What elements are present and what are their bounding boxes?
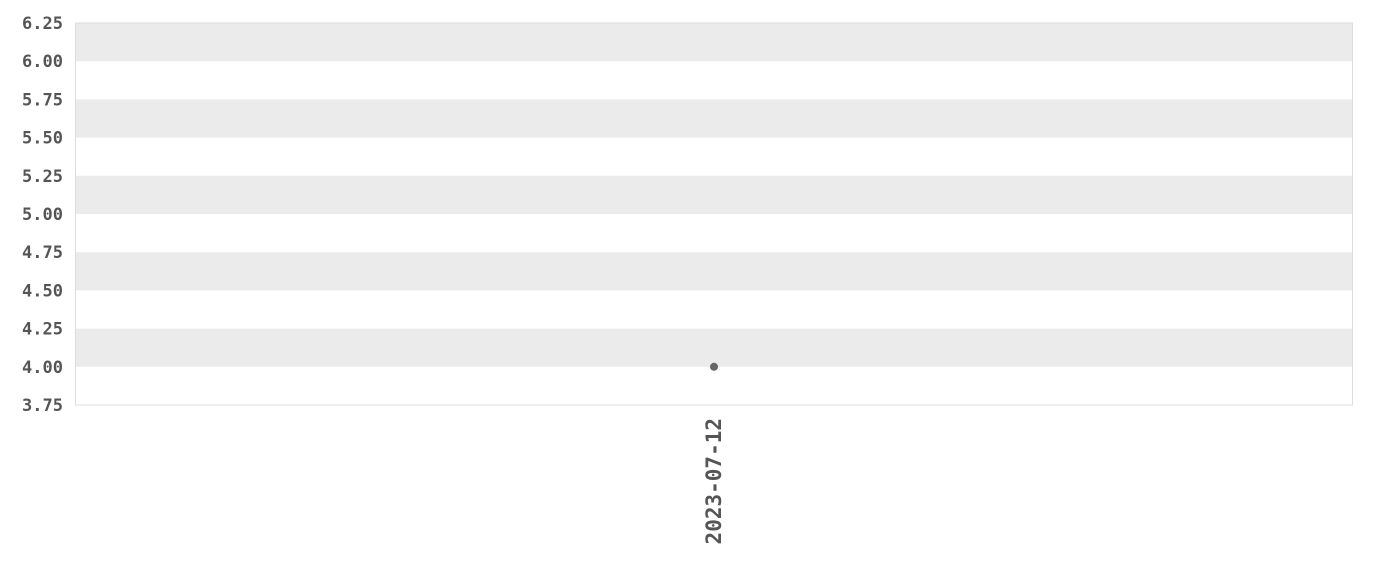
y-tick-label: 6.25 bbox=[22, 14, 63, 34]
x-tick-label: 2023-07-12 bbox=[702, 418, 726, 544]
plot-area bbox=[75, 22, 1353, 406]
grid-band bbox=[75, 99, 1353, 138]
grid-band bbox=[75, 252, 1353, 291]
x-axis: 2023-07-12 bbox=[702, 418, 726, 544]
data-points bbox=[710, 362, 718, 371]
y-axis: 3.75 4.00 4.25 4.50 4.75 5.00 5.25 5.50 5.75 6.00… bbox=[22, 14, 63, 416]
y-tick-label: 6.00 bbox=[22, 52, 63, 72]
y-tick-label: 5.75 bbox=[22, 90, 63, 110]
y-tick-label: 3.75 bbox=[22, 396, 63, 416]
grid-bands bbox=[75, 23, 1353, 367]
y-tick-label: 5.50 bbox=[22, 129, 63, 149]
y-tick-label: 4.25 bbox=[22, 320, 63, 340]
y-tick-label: 5.25 bbox=[22, 167, 63, 187]
y-tick-label: 4.75 bbox=[22, 243, 63, 263]
grid-band bbox=[75, 23, 1353, 62]
y-tick-label: 4.50 bbox=[22, 281, 63, 301]
y-tick-label: 4.00 bbox=[22, 358, 63, 378]
y-tick-label: 5.00 bbox=[22, 205, 63, 225]
grid-band bbox=[75, 328, 1353, 367]
grid-band bbox=[75, 175, 1353, 214]
data-point bbox=[710, 362, 718, 371]
